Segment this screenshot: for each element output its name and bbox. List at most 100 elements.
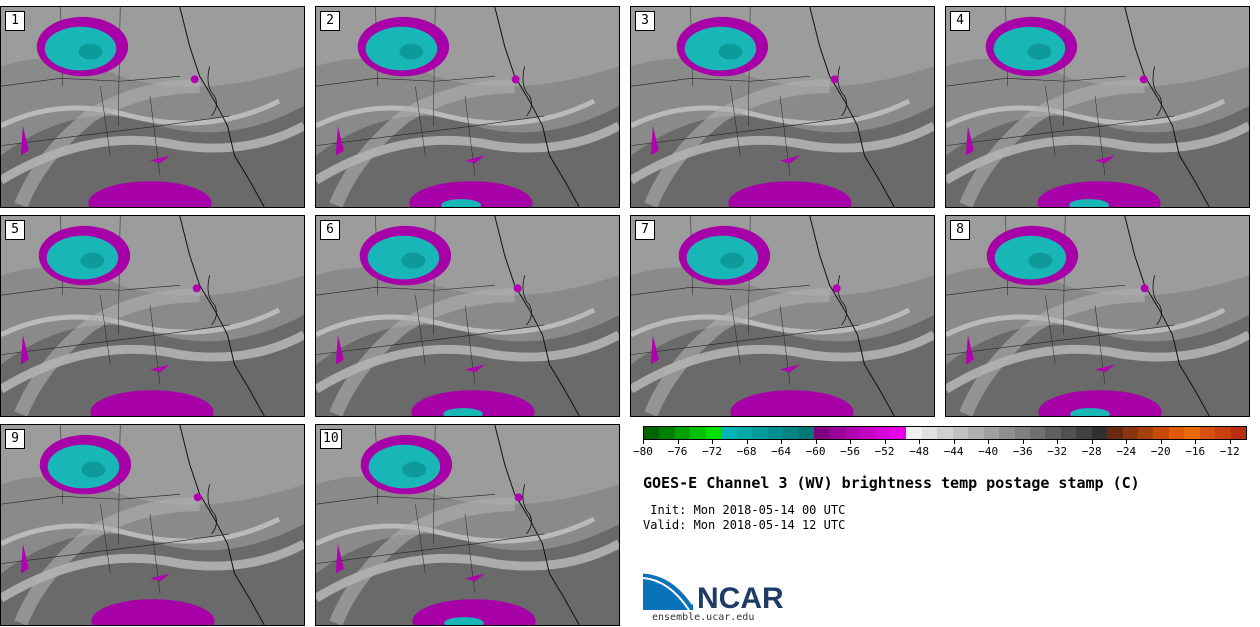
colorbar-cell — [829, 427, 845, 439]
colorbar-cell — [844, 427, 861, 439]
colorbar-tick-label: −48 — [909, 445, 930, 458]
colorbar-cell — [721, 427, 737, 439]
colorbar-cell — [952, 427, 969, 439]
colorbar-tick-label: −56 — [840, 445, 861, 458]
stamp-panel-3: 3 — [630, 6, 935, 208]
colorbar-cell — [767, 427, 783, 439]
colorbar-tick-label: −32 — [1047, 445, 1068, 458]
colorbar-cell — [1184, 427, 1200, 439]
colorbar-tick-label: −80 — [633, 445, 653, 458]
water-vapor-map — [1, 7, 304, 207]
stamp-panel-1: 1 — [0, 6, 305, 208]
ncar-logo-icon — [643, 570, 695, 611]
colorbar-cell — [798, 427, 814, 439]
colorbar-cell — [921, 427, 938, 439]
colorbar-tick-mark — [850, 440, 852, 444]
colorbar-tick-mark — [1195, 440, 1197, 444]
colorbar-tick-mark — [1022, 440, 1024, 444]
colorbar-tick-mark — [677, 440, 679, 444]
colorbar-tick-label: −24 — [1116, 445, 1137, 458]
colorbar-cell — [690, 427, 706, 439]
colorbar-cell — [906, 427, 922, 439]
colorbar-tick-label: −20 — [1150, 445, 1171, 458]
colorbar-cell — [659, 427, 675, 439]
colorbar-cell — [1215, 427, 1231, 439]
colorbar-cell — [1107, 427, 1123, 439]
colorbar — [643, 426, 1247, 440]
colorbar-tick-label: −40 — [978, 445, 999, 458]
water-vapor-map — [316, 216, 619, 416]
stamp-number: 7 — [635, 220, 655, 240]
stamp-panel-9: 9 — [0, 424, 305, 626]
colorbar-cell — [937, 427, 953, 439]
colorbar-tick-mark — [712, 440, 714, 444]
water-vapor-map — [1, 216, 304, 416]
colorbar-cell — [1199, 427, 1216, 439]
stamp-panel-8: 8 — [945, 215, 1250, 417]
water-vapor-map — [946, 7, 1249, 207]
water-vapor-map — [316, 425, 619, 625]
colorbar-tick-label: −16 — [1185, 445, 1206, 458]
colorbar-cell — [1060, 427, 1077, 439]
colorbar-tick-mark — [815, 440, 817, 444]
stamp-panel-5: 5 — [0, 215, 305, 417]
colorbar-tick-mark — [919, 440, 921, 444]
colorbar-tick-mark — [953, 440, 955, 444]
colorbar-cell — [1076, 427, 1092, 439]
stamp-panel-10: 10 — [315, 424, 620, 626]
colorbar-cell — [752, 427, 768, 439]
colorbar-cell — [1230, 427, 1247, 439]
stamp-number: 6 — [320, 220, 340, 240]
valid-time: Valid: Mon 2018-05-14 12 UTC — [643, 518, 846, 532]
stamp-number: 1 — [5, 11, 25, 31]
colorbar-tick-mark — [1160, 440, 1162, 444]
colorbar-cell — [1138, 427, 1154, 439]
water-vapor-map — [631, 216, 934, 416]
colorbar-cell — [983, 427, 1000, 439]
stamp-number: 10 — [320, 429, 342, 449]
water-vapor-map — [946, 216, 1249, 416]
colorbar-tick-label: −36 — [1012, 445, 1033, 458]
colorbar-cell — [860, 427, 876, 439]
colorbar-tick-label: −64 — [771, 445, 791, 458]
colorbar-cell — [1122, 427, 1138, 439]
colorbar-cell — [875, 427, 891, 439]
colorbar-cell — [813, 427, 830, 439]
colorbar-cell — [736, 427, 753, 439]
ncar-logo-text: NCAR — [697, 582, 784, 615]
logo-url: ensemble.ucar.edu — [652, 612, 755, 623]
stamp-panel-2: 2 — [315, 6, 620, 208]
stamp-number: 9 — [5, 429, 25, 449]
colorbar-tick-label: −72 — [702, 445, 722, 458]
stamp-panel-6: 6 — [315, 215, 620, 417]
init-time: Init: Mon 2018-05-14 00 UTC — [643, 503, 846, 517]
colorbar-tick-label: −28 — [1081, 445, 1102, 458]
figure-title: GOES-E Channel 3 (WV) brightness temp po… — [643, 474, 1140, 492]
colorbar-cell — [644, 427, 660, 439]
colorbar-cell — [1014, 427, 1030, 439]
colorbar-tick-label: −68 — [736, 445, 757, 458]
colorbar-tick-label: −76 — [667, 445, 688, 458]
stamp-number: 2 — [320, 11, 340, 31]
colorbar-cell — [1045, 427, 1061, 439]
colorbar-tick-mark — [884, 440, 886, 444]
stamp-number: 8 — [950, 220, 970, 240]
colorbar-cell — [1168, 427, 1185, 439]
colorbar-tick-mark — [1126, 440, 1128, 444]
colorbar-cell — [968, 427, 984, 439]
stamp-number: 5 — [5, 220, 25, 240]
colorbar-tick-label: −12 — [1219, 445, 1240, 458]
colorbar-tick-mark — [1091, 440, 1093, 444]
colorbar-tick-mark — [1057, 440, 1059, 444]
colorbar-cell — [999, 427, 1015, 439]
colorbar-cell — [1029, 427, 1046, 439]
colorbar-tick-label: −52 — [874, 445, 895, 458]
colorbar-tick-mark — [1229, 440, 1231, 444]
colorbar-cell — [782, 427, 799, 439]
colorbar-cell — [891, 427, 907, 439]
colorbar-tick-mark — [781, 440, 783, 444]
colorbar-tick-mark — [643, 440, 644, 444]
colorbar-tick-mark — [988, 440, 990, 444]
colorbar-cell — [705, 427, 722, 439]
water-vapor-map — [1, 425, 304, 625]
